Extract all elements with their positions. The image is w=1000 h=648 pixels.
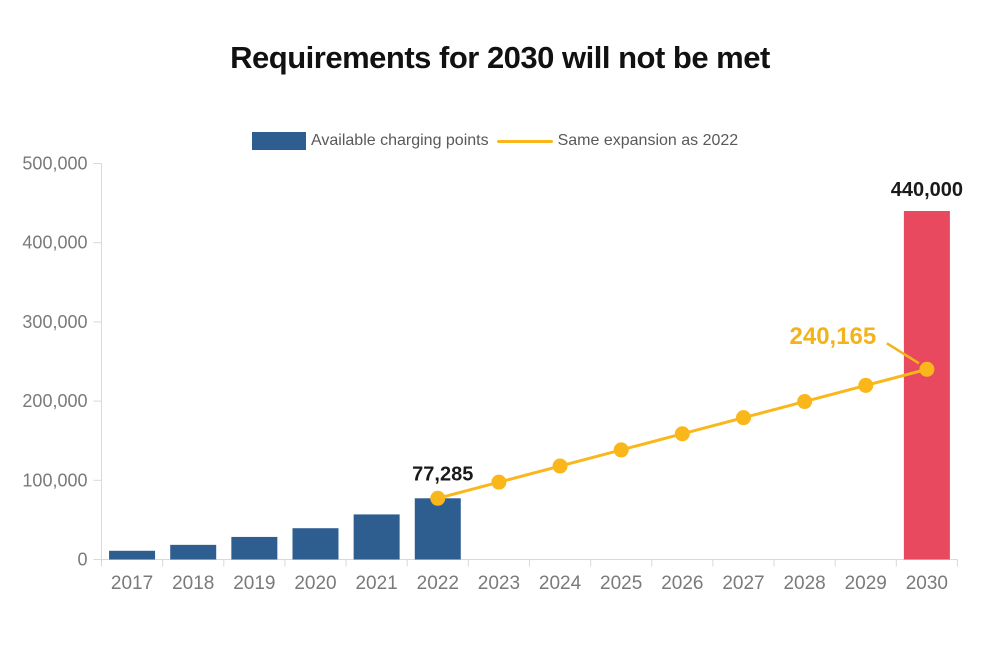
y-axis-tick-label: 500,000 [22, 154, 87, 174]
x-axis-tick-label: 2025 [600, 573, 642, 594]
y-axis-tick-label: 100,000 [22, 470, 87, 490]
x-axis-tick-label: 2030 [906, 573, 948, 594]
annotation-leader-line [886, 342, 920, 365]
line-marker-2024 [552, 458, 568, 474]
y-axis-tick-label: 0 [77, 550, 87, 570]
bar-2021 [353, 514, 400, 560]
y-axis-tick-label: 300,000 [22, 312, 87, 332]
x-axis-tick-label: 2029 [845, 573, 887, 594]
legend-bar-swatch [252, 132, 306, 150]
line-marker-2026 [674, 426, 690, 442]
x-axis-tick-label: 2024 [539, 573, 582, 594]
legend-label-expansion: Same expansion as 2022 [557, 132, 739, 149]
bar-2019 [231, 536, 278, 560]
bar-2017 [109, 550, 156, 560]
annotation-bar-2030-value: 440,000 [891, 179, 963, 201]
x-axis-tick-label: 2026 [661, 573, 703, 594]
line-marker-2022 [430, 490, 446, 506]
x-axis-tick-label: 2019 [233, 573, 275, 594]
line-marker-2027 [735, 410, 751, 426]
bar-2018 [170, 544, 217, 560]
bar-2022 [414, 498, 461, 560]
chart-title: Requirements for 2030 will not be met [230, 40, 770, 75]
line-marker-2028 [797, 394, 813, 410]
x-axis-tick-label: 2028 [783, 573, 825, 594]
x-axis-tick-label: 2023 [478, 573, 520, 594]
line-marker-2029 [858, 377, 874, 393]
line-marker-2025 [613, 442, 629, 458]
legend-label-charging-points: Available charging points [311, 132, 489, 149]
x-axis-tick-label: 2021 [355, 573, 397, 594]
y-axis-tick-label: 400,000 [22, 233, 87, 253]
bar-2020 [292, 528, 339, 560]
x-axis-tick-label: 2027 [722, 573, 764, 594]
legend-line-swatch [496, 139, 553, 143]
x-axis-tick-label: 2020 [294, 573, 336, 594]
annotation-line-2030-value: 240,165 [790, 323, 877, 350]
x-axis-tick-label: 2018 [172, 573, 214, 594]
x-axis-tick-label: 2022 [417, 573, 459, 594]
line-marker-2030 [919, 361, 935, 377]
chart-legend: Available charging points Same expansion… [252, 130, 738, 152]
bar-2030 [903, 211, 950, 560]
y-axis-tick-label: 200,000 [22, 391, 87, 411]
line-marker-2023 [491, 474, 507, 490]
x-axis-tick-label: 2017 [111, 573, 153, 594]
annotation-bar-2022-value: 77,285 [412, 463, 473, 485]
